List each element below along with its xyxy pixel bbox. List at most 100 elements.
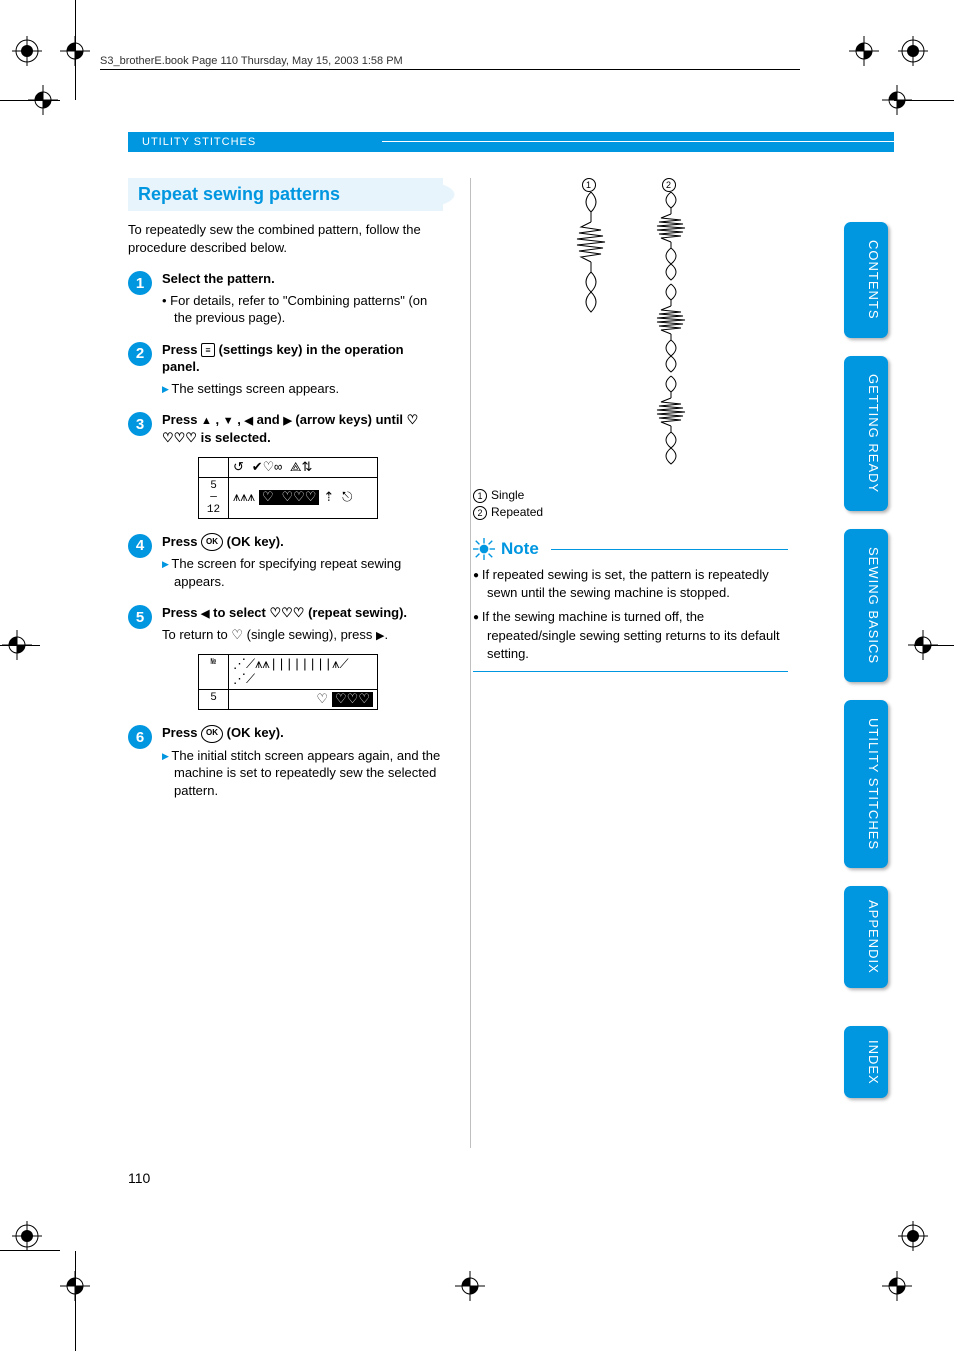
right-column: 1 2	[473, 178, 788, 813]
callout-2: 2	[662, 178, 676, 192]
heart-repeat-icon: ♡♡♡	[269, 605, 304, 620]
settings-key-icon: ≡	[201, 343, 215, 357]
note-block: Note If repeated sewing is set, the patt…	[473, 538, 788, 672]
stitch-pattern-icon	[651, 192, 691, 472]
text: Press	[162, 725, 201, 740]
text: (OK key).	[223, 534, 284, 549]
note-heading: Note	[473, 538, 788, 560]
arrow-left-icon: ◀	[201, 608, 209, 620]
chapter-bar: UTILITY STITCHES	[128, 132, 894, 152]
text: Press	[162, 605, 201, 620]
page-body: Repeat sewing patterns To repeatedly sew…	[128, 178, 788, 813]
diagram-legend: 1Single 2Repeated	[473, 488, 788, 520]
step-4: 4 Press OK (OK key). The screen for spec…	[128, 533, 443, 591]
book-header: S3_brotherE.book Page 110 Thursday, May …	[100, 55, 800, 70]
text: (repeat sewing).	[304, 605, 407, 620]
step-number: 4	[128, 534, 152, 558]
page-number: 110	[128, 1170, 150, 1186]
note-burst-icon	[473, 538, 495, 560]
arrow-down-icon: ▼	[223, 415, 234, 427]
crosshair-icon	[455, 1271, 485, 1301]
step-3: 3 Press ▲ , ▼ , ◀ and ▶ (arrow keys) unt…	[128, 411, 443, 518]
intro-text: To repeatedly sew the combined pattern, …	[128, 221, 443, 256]
crosshair-icon	[28, 85, 58, 115]
lcd-num: 5	[199, 690, 229, 709]
heart-repeat-icon: ♡♡♡	[162, 430, 197, 445]
note-item: If repeated sewing is set, the pattern i…	[487, 566, 788, 602]
side-tabs: CONTENTS GETTING READY SEWING BASICS UTI…	[844, 222, 888, 1098]
callout-2: 2	[473, 506, 487, 520]
step-number: 1	[128, 271, 152, 295]
chapter-label: UTILITY STITCHES	[142, 136, 256, 148]
text: and	[253, 412, 283, 427]
lcd-selected: ♡♡♡	[332, 692, 373, 707]
step-head: Select the pattern.	[162, 270, 443, 288]
step-head: Press ◀ to select ♡♡♡ (repeat sewing).	[162, 604, 443, 622]
lcd-glyph: ↺ ✔♡∞ ⟁⇅	[233, 460, 312, 475]
arrow-right-icon: ▶	[283, 415, 291, 427]
reg-mark-icon	[12, 36, 42, 66]
text: is selected.	[197, 430, 271, 445]
text: (single sewing), press	[243, 627, 376, 642]
tab-utility-stitches[interactable]: UTILITY STITCHES	[844, 700, 888, 868]
tab-getting-ready[interactable]: GETTING READY	[844, 356, 888, 511]
step-2: 2 Press ≡ (settings key) in the operatio…	[128, 341, 443, 398]
text: to select	[210, 605, 270, 620]
step-number: 5	[128, 605, 152, 629]
step-6: 6 Press OK (OK key). The initial stitch …	[128, 724, 443, 799]
step-sub: To return to ♡ (single sewing), press ▶.	[162, 626, 443, 644]
legend-text: Repeated	[491, 505, 543, 519]
reg-mark-icon	[898, 1221, 928, 1251]
tab-sewing-basics[interactable]: SEWING BASICS	[844, 529, 888, 682]
ok-key-icon: OK	[201, 725, 223, 743]
tab-contents[interactable]: CONTENTS	[844, 222, 888, 338]
text: Press	[162, 342, 201, 357]
arrow-left-icon: ◀	[245, 415, 253, 427]
crosshair-icon	[2, 630, 32, 660]
crosshair-icon	[60, 1271, 90, 1301]
stitch-pattern-icon	[571, 192, 611, 472]
lcd-frac: 5─12	[207, 480, 220, 516]
lcd-selected: ♡ ♡♡♡	[259, 490, 319, 505]
step-result: The settings screen appears.	[174, 380, 443, 398]
heart-single-icon: ♡	[231, 627, 243, 642]
text: Press	[162, 412, 201, 427]
stitch-repeated: 2	[651, 178, 691, 478]
text: To return to	[162, 627, 231, 642]
step-result: The initial stitch screen appears again,…	[174, 747, 443, 800]
text: (arrow keys) until	[292, 412, 407, 427]
step-head: Press OK (OK key).	[162, 533, 443, 552]
step-sub: For details, refer to "Combining pattern…	[174, 292, 443, 327]
lcd-screen-2: № ⋰⟋⩚⩚||||||||⩚⟋ ⋰⟋ 5 ♡ ♡♡♡	[198, 654, 378, 710]
crosshair-icon	[849, 36, 879, 66]
reg-mark-icon	[12, 1221, 42, 1251]
step-head: Press ▲ , ▼ , ◀ and ▶ (arrow keys) until…	[162, 411, 443, 446]
note-title: Note	[501, 539, 539, 559]
crosshair-icon	[908, 630, 938, 660]
ok-key-icon: OK	[201, 533, 223, 551]
step-head: Press ≡ (settings key) in the operation …	[162, 341, 443, 376]
step-result: The screen for specifying repeat sewing …	[174, 555, 443, 590]
step-head: Press OK (OK key).	[162, 724, 443, 743]
callout-1: 1	[582, 178, 596, 192]
text: (OK key).	[223, 725, 284, 740]
text: Press	[162, 534, 201, 549]
section-title: Repeat sewing patterns	[128, 178, 443, 211]
tab-appendix[interactable]: APPENDIX	[844, 886, 888, 988]
reg-mark-icon	[898, 36, 928, 66]
lcd-glyph: ⇡ ⎋	[323, 490, 352, 505]
legend-text: Single	[491, 488, 524, 502]
note-item: If the sewing machine is turned off, the…	[487, 608, 788, 663]
step-number: 3	[128, 412, 152, 436]
heart-single-icon: ♡	[316, 692, 328, 707]
stitch-single: 1	[571, 178, 611, 478]
step-number: 2	[128, 342, 152, 366]
heart-single-icon: ♡	[407, 412, 419, 427]
lcd-screen-1: ↺ ✔♡∞ ⟁⇅ 5─12 ⩚⩚⩚ ♡ ♡♡♡ ⇡ ⎋	[198, 457, 378, 519]
crosshair-icon	[60, 36, 90, 66]
tab-index[interactable]: INDEX	[844, 1026, 888, 1099]
lcd-glyph: ⩚⩚⩚	[233, 490, 255, 505]
lcd-glyph: ⋰⟋⩚⩚||||||||⩚⟋ ⋰⟋	[233, 657, 373, 687]
crosshair-icon	[882, 85, 912, 115]
step-1: 1 Select the pattern. For details, refer…	[128, 270, 443, 327]
